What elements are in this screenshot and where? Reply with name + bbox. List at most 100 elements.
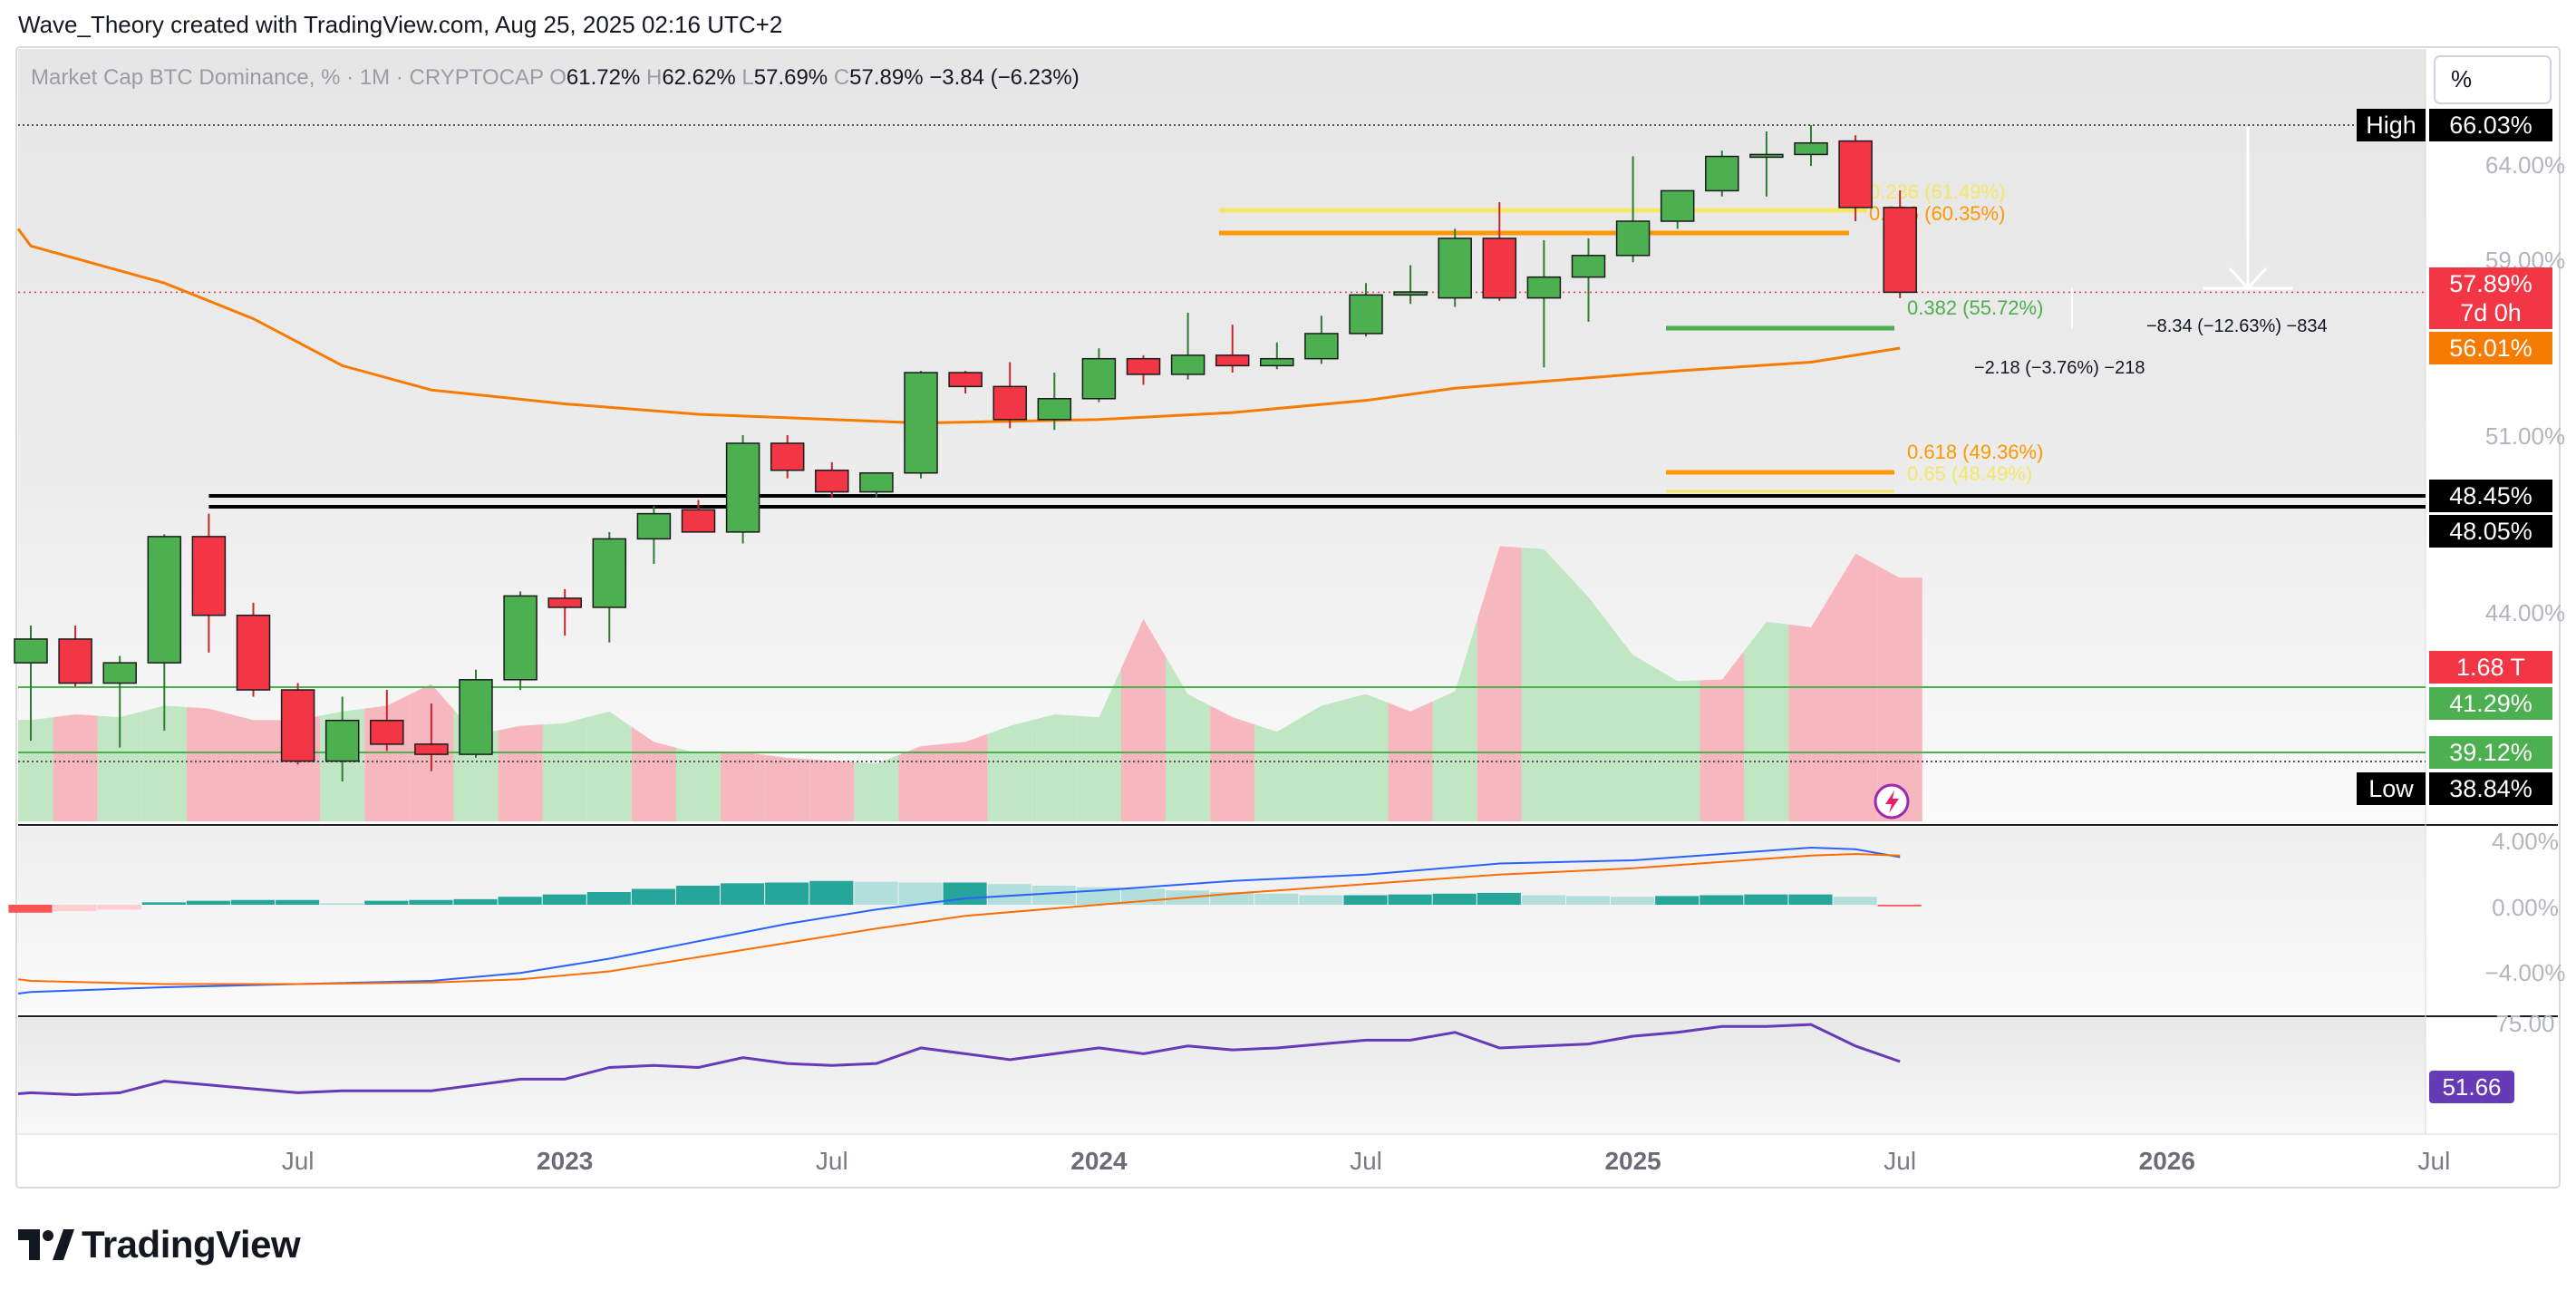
- macd-histogram-bar: [1877, 905, 1922, 907]
- moving-average-line: [16, 228, 1901, 425]
- rsi-line: [17, 1023, 1901, 1097]
- time-axis-label: 2023: [537, 1147, 593, 1175]
- credit-text: Wave_Theory created with TradingView.com…: [18, 11, 783, 38]
- price-axis-label: 64.00%: [2485, 151, 2565, 179]
- macd-histogram-bar: [141, 902, 186, 905]
- chart-credit: Wave_Theory created with TradingView.com…: [18, 11, 782, 39]
- candle-body: [1215, 354, 1250, 367]
- levels-layer: 0.236 (61.49%)0.236 (60.35%)0.382 (55.72…: [16, 124, 2426, 762]
- macd-histogram-bar: [53, 905, 97, 911]
- volume-bar: [53, 713, 98, 821]
- candle-body: [1349, 294, 1383, 335]
- candle-body: [1081, 357, 1117, 400]
- candle-body: [1705, 155, 1739, 192]
- candle-body: [993, 385, 1027, 421]
- macd-histogram-bar: [1254, 893, 1299, 905]
- macd-histogram-bar: [276, 899, 320, 905]
- tradingview-logo-icon: [18, 1229, 74, 1260]
- time-axis-label: Jul: [1884, 1147, 1916, 1175]
- macd-histogram-bar: [1565, 896, 1611, 905]
- axis-layer: 64.00%59.00%51.00%44.00%4.00%0.00%−4.00%…: [282, 151, 2566, 1175]
- candle-body: [459, 679, 493, 755]
- candle-body: [948, 372, 983, 388]
- macd-histogram-bar: [97, 905, 141, 910]
- volume-bar: [186, 706, 231, 821]
- macd-histogram-bar: [1031, 886, 1076, 905]
- time-axis-label: Jul: [1350, 1147, 1382, 1175]
- macd-histogram-bar: [364, 900, 409, 905]
- volume-bar: [1611, 626, 1656, 821]
- candle-body: [815, 469, 849, 493]
- fib-label-065: 0.65 (48.49%): [1907, 462, 2032, 485]
- time-axis-label: Jul: [282, 1147, 315, 1175]
- candle-body: [147, 536, 182, 664]
- tradingview-logo[interactable]: TradingView: [18, 1222, 301, 1267]
- scale-mode-button[interactable]: %: [2434, 55, 2552, 104]
- macd-histogram-bar: [1744, 894, 1788, 905]
- volume-bar: [18, 716, 53, 821]
- macd-signal-line: [17, 852, 1901, 985]
- volume-bar: [1432, 618, 1477, 821]
- macd-histogram-bar: [987, 884, 1031, 905]
- macd-histogram-bar: [498, 897, 542, 905]
- volume-bar: [498, 723, 543, 821]
- candle-body: [503, 595, 537, 681]
- volume-bar: [1210, 705, 1255, 821]
- volume-bar: [943, 733, 988, 821]
- price-tag-prefix-bg: [2357, 109, 2426, 141]
- candle-body: [1660, 189, 1695, 222]
- candle-body: [904, 372, 938, 474]
- candle-body: [14, 638, 48, 664]
- volume-bar: [1521, 547, 1566, 821]
- price-tag-value: 48.05%: [2449, 518, 2532, 545]
- time-axis-label: 2026: [2139, 1147, 2195, 1175]
- macd-histogram-bar: [854, 881, 898, 905]
- flash-icon[interactable]: [1874, 783, 1910, 820]
- volume-bar: [1076, 667, 1121, 821]
- macd-histogram-bar: [898, 882, 943, 905]
- volume-bar: [1788, 589, 1834, 821]
- fib-label-0382: 0.382 (55.72%): [1907, 296, 2043, 319]
- candle-body: [636, 512, 672, 540]
- volume-bar: [1877, 565, 1922, 821]
- macd-histogram-bar: [409, 899, 453, 905]
- time-axis-label: Jul: [2418, 1147, 2451, 1175]
- volume-bar: [1120, 618, 1167, 821]
- legend-low-label: L: [741, 65, 753, 90]
- macd-axis-label: 0.00%: [2492, 894, 2559, 921]
- macd-histogram-bar: [320, 903, 364, 905]
- volume-bar: [1343, 694, 1389, 821]
- candle-body: [1304, 333, 1339, 360]
- volume-bar: [1700, 650, 1745, 821]
- macd-histogram-bar: [1611, 897, 1655, 905]
- macd-histogram-bar: [809, 880, 854, 905]
- candle-body: [1615, 220, 1651, 257]
- price-tag-bg: [2429, 736, 2552, 769]
- volume-bar: [631, 726, 676, 821]
- candle-body: [1794, 141, 1828, 156]
- price-tag-prefix-bg: [2357, 772, 2426, 805]
- macd-histogram-bar: [1655, 896, 1700, 905]
- candle-body: [725, 442, 760, 533]
- time-axis-label: 2025: [1604, 1147, 1661, 1175]
- candle-body: [58, 638, 92, 684]
- volume-bar: [898, 743, 944, 821]
- macd-histogram-bar: [675, 886, 721, 905]
- measure-label-1: −8.34 (−12.63%) −834: [2146, 316, 2328, 336]
- rsi-value-tag-bg: [2429, 1071, 2514, 1103]
- macd-histogram-bar: [943, 882, 987, 905]
- candle-body: [1482, 238, 1517, 299]
- volume-bar: [542, 716, 587, 821]
- legend-open: 61.72%: [567, 65, 640, 90]
- volume-bar: [1565, 572, 1612, 821]
- candle-body: [1393, 291, 1428, 296]
- volume-bar: [1744, 621, 1789, 821]
- fib-label-0236: 0.236 (61.49%): [1869, 180, 2005, 203]
- price-tags-layer: 51.66 66.03% High 57.89%7d 0h 56.01% 48.45% 48…: [2357, 109, 2552, 1103]
- volume-bar: [97, 711, 142, 821]
- candle-body: [1526, 276, 1562, 299]
- macd-layer: [8, 846, 1922, 994]
- volume-bar: [586, 711, 632, 821]
- volume-bar: [1031, 713, 1077, 821]
